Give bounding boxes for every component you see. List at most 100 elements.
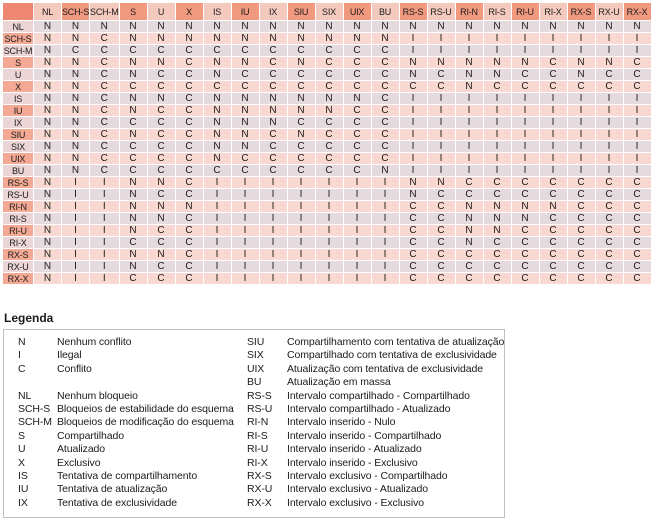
- col-header-X: X: [174, 2, 204, 21]
- lock-compatibility-matrix: NL SCH-S SCH-M S U X IS IU IX SIU SIX UIX BU RS-S RS-U…: [2, 2, 652, 285]
- cell-RI-X-NL: N: [33, 236, 62, 249]
- cell-UIX-BU: C: [370, 152, 400, 165]
- cell-RS-S-RI-S: C: [482, 176, 512, 189]
- cell-RI-X-RX-X: C: [622, 236, 652, 249]
- cell-X-X: C: [174, 80, 204, 93]
- cell-IX-RX-X: I: [622, 116, 652, 129]
- cell-IS-RS-U: I: [426, 92, 456, 105]
- cell-RI-S-RX-S: C: [566, 212, 596, 225]
- cell-SIU-RS-U: I: [426, 128, 456, 141]
- cell-U-IU: C: [230, 68, 260, 81]
- cell-RI-S-SCH-S: I: [60, 212, 91, 225]
- cell-UIX-SCH-S: N: [60, 152, 91, 165]
- legend-code-left: N: [18, 336, 26, 348]
- cell-IS-UIX: N: [342, 92, 372, 105]
- cell-NL-SCH-S: N: [60, 20, 91, 33]
- cell-RI-U-SIU: I: [286, 224, 316, 237]
- cell-IX-RX-S: I: [566, 116, 596, 129]
- matrix-row-RI-S: RI-S N I I N N C I I I I I I I C C N N N C C C C: [2, 212, 652, 225]
- cell-X-RS-U: C: [426, 80, 456, 93]
- cell-RS-U-RI-S: C: [482, 188, 512, 201]
- cell-IU-RX-S: I: [566, 104, 596, 117]
- cell-U-RI-U: C: [510, 68, 540, 81]
- cell-BU-RS-S: I: [398, 164, 428, 177]
- cell-RI-S-RX-U: C: [594, 212, 624, 225]
- cell-RS-S-RX-X: C: [622, 176, 652, 189]
- cell-RS-S-SCH-S: I: [60, 176, 91, 189]
- cell-NL-RI-U: N: [510, 20, 540, 33]
- cell-SIX-SIX: C: [314, 140, 344, 153]
- cell-RI-X-SCH-S: I: [60, 236, 91, 249]
- cell-RS-U-RX-S: C: [566, 188, 596, 201]
- legend-desc-right: Intervalo inserido - Atualizado: [287, 443, 422, 456]
- cell-RI-X-BU: I: [370, 236, 400, 249]
- cell-BU-RX-S: I: [566, 164, 596, 177]
- cell-RX-X-RX-S: C: [566, 272, 596, 285]
- cell-SCH-M-IU: C: [230, 44, 260, 57]
- cell-SCH-M-RX-X: I: [622, 44, 652, 57]
- cell-BU-IX: C: [258, 164, 288, 177]
- cell-RS-S-RS-S: N: [398, 176, 428, 189]
- cell-SIX-SCH-S: N: [60, 140, 91, 153]
- legend-code-right: RI-S: [247, 429, 268, 442]
- cell-RI-X-RX-S: C: [566, 236, 596, 249]
- cell-U-RI-X: C: [538, 68, 568, 81]
- cell-SIX-X: C: [174, 140, 204, 153]
- cell-RX-S-RX-X: C: [622, 248, 652, 261]
- col-header-RS-U: RS-U: [426, 2, 456, 21]
- cell-IU-RI-X: I: [538, 104, 568, 117]
- cell-SIU-IX: C: [258, 128, 288, 141]
- cell-RS-U-RI-X: C: [538, 188, 568, 201]
- legend-code-right: RX-X: [247, 496, 272, 509]
- cell-SIX-RS-U: I: [426, 140, 456, 153]
- cell-SIU-RI-N: I: [454, 128, 484, 141]
- col-header-RX-X: RX-X: [622, 2, 652, 21]
- legend-code-left: C: [18, 362, 26, 375]
- cell-RX-X-NL: N: [33, 272, 62, 285]
- cell-IX-S: C: [118, 116, 148, 129]
- cell-SCH-S-S: N: [118, 32, 148, 45]
- cell-SCH-S-BU: N: [370, 32, 400, 45]
- cell-BU-RX-U: I: [594, 164, 624, 177]
- cell-NL-BU: N: [370, 20, 400, 33]
- cell-RI-N-RX-X: C: [622, 200, 652, 213]
- cell-X-RI-U: C: [510, 80, 540, 93]
- cell-RI-X-RI-S: C: [482, 236, 512, 249]
- cell-IS-RS-S: I: [398, 92, 428, 105]
- legend-desc-left: Exclusivo: [57, 456, 101, 469]
- cell-SIU-U: C: [146, 128, 176, 141]
- row-header-U: U: [2, 68, 34, 81]
- cell-RS-U-SCH-M: I: [89, 188, 120, 201]
- cell-RI-N-X: N: [174, 200, 204, 213]
- cell-X-IS: C: [202, 80, 232, 93]
- cell-RX-X-X: C: [174, 272, 204, 285]
- cell-RI-U-SCH-M: I: [89, 224, 120, 237]
- cell-RS-U-RS-S: N: [398, 188, 428, 201]
- cell-SIX-RI-X: I: [538, 140, 568, 153]
- cell-IX-RS-S: I: [398, 116, 428, 129]
- cell-RX-U-RX-S: C: [566, 260, 596, 273]
- cell-S-IU: N: [230, 56, 260, 69]
- cell-IX-NL: N: [33, 116, 62, 129]
- cell-U-RI-S: N: [482, 68, 512, 81]
- cell-UIX-NL: N: [33, 152, 62, 165]
- cell-RI-S-RI-X: C: [538, 212, 568, 225]
- cell-X-SCH-M: C: [89, 80, 120, 93]
- cell-U-SIX: C: [314, 68, 344, 81]
- cell-RI-X-SCH-M: I: [89, 236, 120, 249]
- cell-BU-UIX: C: [342, 164, 372, 177]
- cell-NL-IS: N: [202, 20, 232, 33]
- cell-RI-X-RI-N: N: [454, 236, 484, 249]
- col-header-RS-S: RS-S: [398, 2, 428, 21]
- row-header-SIU: SIU: [2, 128, 34, 141]
- cell-IS-SCH-M: C: [89, 92, 120, 105]
- cell-U-SIU: C: [286, 68, 316, 81]
- cell-RX-X-RI-U: C: [510, 272, 540, 285]
- legend-code-right: RS-S: [247, 389, 272, 402]
- cell-IS-U: N: [146, 92, 176, 105]
- cell-IS-S: N: [118, 92, 148, 105]
- legend-desc-right: Intervalo inserido - Exclusivo: [287, 456, 418, 469]
- legend-code-left: I: [18, 349, 21, 362]
- cell-SIX-RS-S: I: [398, 140, 428, 153]
- cell-U-RS-S: N: [398, 68, 428, 81]
